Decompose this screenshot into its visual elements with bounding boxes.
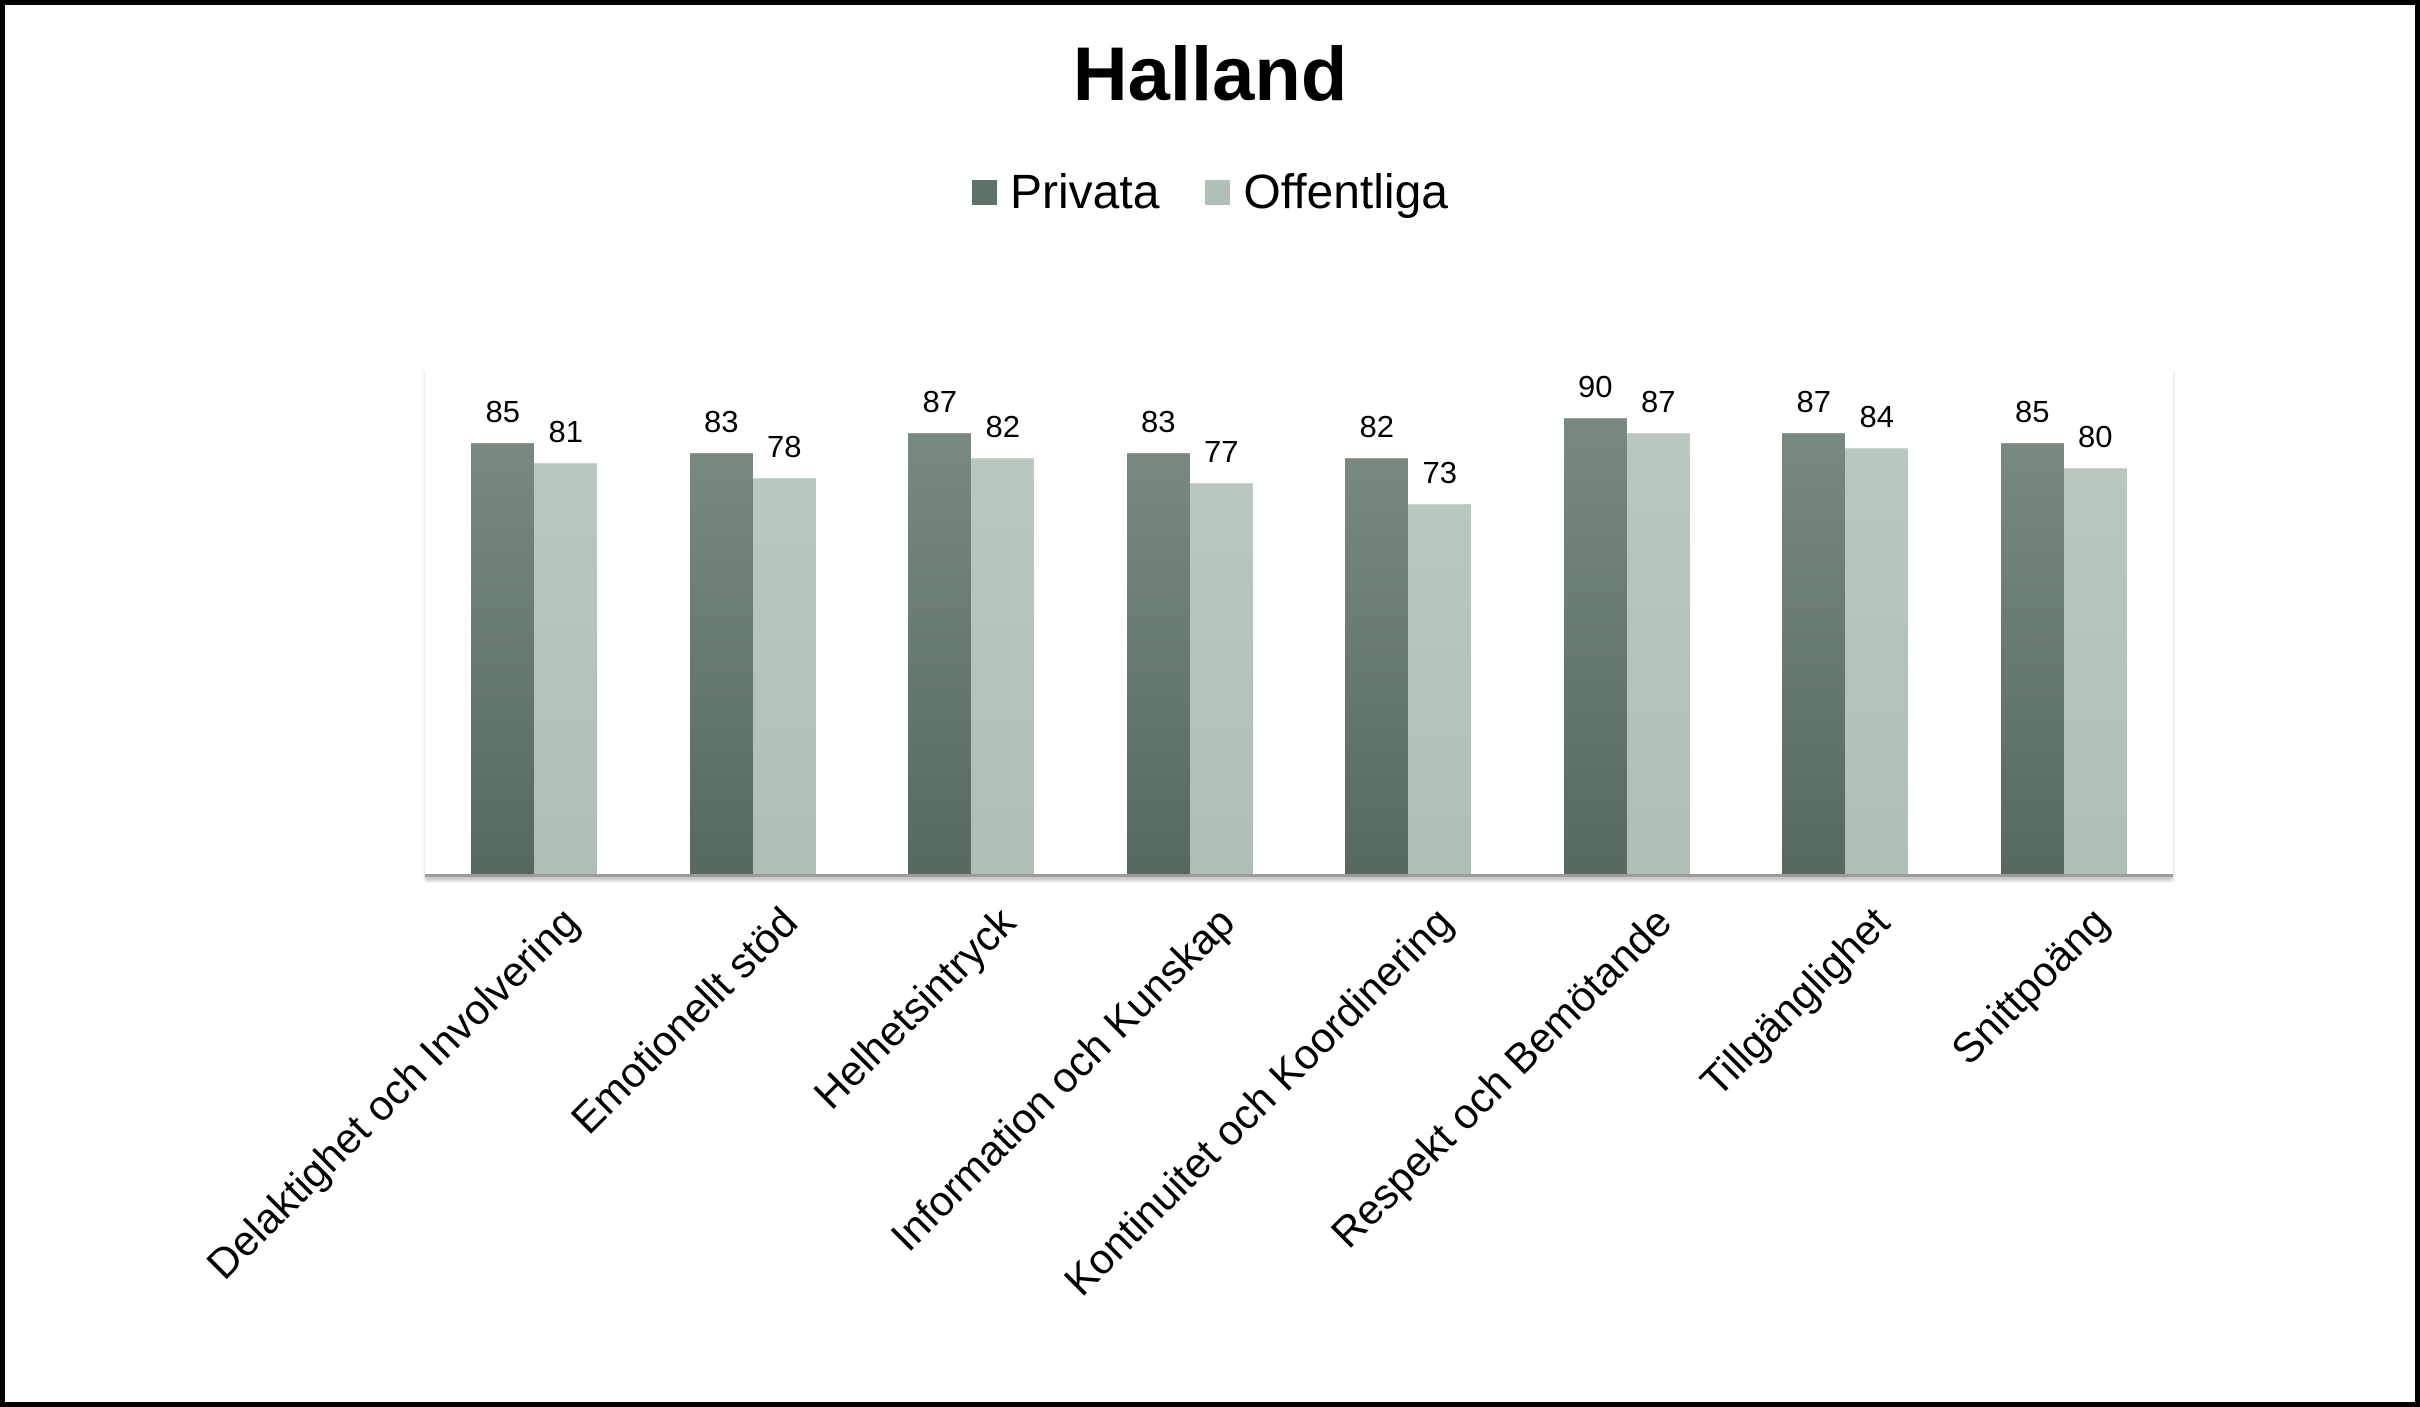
bar-group: 83 77 [1081, 368, 1300, 874]
bar-column-offentliga: 84 [1845, 368, 1909, 874]
data-label: 85 [485, 393, 520, 429]
legend-label: Offentliga [1243, 166, 1448, 219]
bar-privata [1345, 458, 1409, 874]
bar-offentliga [534, 463, 598, 874]
data-label: 83 [1141, 404, 1176, 440]
bar-offentliga [1626, 432, 1690, 874]
legend: Privata Offentliga [5, 165, 2415, 220]
data-label: 83 [704, 404, 739, 440]
bar-privata [1563, 417, 1627, 874]
bar-privata [471, 442, 535, 874]
data-label: 73 [1422, 454, 1457, 490]
bar-offentliga [1189, 483, 1253, 874]
bar-column-offentliga: 80 [2063, 368, 2127, 874]
data-label: 82 [1359, 409, 1394, 445]
bar-column-offentliga: 81 [534, 368, 598, 874]
bar-column-privata: 87 [908, 368, 972, 874]
bar-column-offentliga: 73 [1408, 368, 1472, 874]
legend-label: Privata [1010, 166, 1160, 219]
bar-group: 90 87 [1518, 368, 1737, 874]
data-label: 80 [2078, 419, 2113, 455]
bar-column-privata: 90 [1563, 368, 1627, 874]
bar-column-offentliga: 82 [971, 368, 1035, 874]
bar-column-privata: 85 [471, 368, 535, 874]
data-label: 90 [1578, 368, 1613, 404]
data-label: 87 [1641, 383, 1676, 419]
bar-column-privata: 82 [1345, 368, 1409, 874]
data-label: 81 [548, 414, 583, 450]
data-label: 87 [922, 383, 957, 419]
data-label: 85 [2015, 393, 2050, 429]
bar-column-privata: 87 [1782, 368, 1846, 874]
category-label: Delaktighet och Involvering [197, 898, 588, 1288]
bar-group: 87 82 [862, 368, 1081, 874]
data-label: 82 [985, 409, 1020, 445]
bar-column-privata: 85 [2000, 368, 2064, 874]
bar-column-privata: 83 [689, 368, 753, 874]
data-label: 84 [1859, 398, 1894, 434]
bar-offentliga [752, 478, 816, 874]
legend-item-privata: Privata [972, 165, 1159, 220]
bar-column-privata: 83 [1126, 368, 1190, 874]
bar-offentliga [1408, 503, 1472, 874]
category-label: Snittpoäng [1941, 898, 2117, 1074]
bar-privata [689, 453, 753, 874]
bar-group: 83 78 [644, 368, 863, 874]
legend-item-offentliga: Offentliga [1205, 165, 1448, 220]
chart-title: Halland [1072, 32, 1348, 117]
bar-offentliga [971, 458, 1035, 874]
category-label: Kontinuitet och Koordinering [1055, 898, 1462, 1305]
data-label: 78 [767, 429, 802, 465]
data-label: 87 [1796, 383, 1831, 419]
bar-privata [908, 432, 972, 874]
bar-offentliga [2063, 468, 2127, 874]
bar-offentliga [1845, 447, 1909, 874]
legend-swatch-icon [1205, 180, 1231, 205]
bar-group: 87 84 [1736, 368, 1955, 874]
category-label: Tillgänglighet [1691, 898, 1899, 1106]
bar-privata [2000, 442, 2064, 874]
bar-privata [1126, 453, 1190, 874]
bar-group: 85 81 [425, 368, 644, 874]
plot-area: 85 81 83 78 87 82 83 77 82 73 90 87 87 84 85 80 [425, 368, 2173, 877]
category-label: Helhetsintryck [804, 898, 1025, 1118]
bar-column-offentliga: 78 [752, 368, 816, 874]
bar-group: 85 80 [1955, 368, 2174, 874]
bar-group: 82 73 [1299, 368, 1518, 874]
bar-column-offentliga: 87 [1626, 368, 1690, 874]
bar-privata [1782, 432, 1846, 874]
category-label: Emotionellt stöd [561, 898, 806, 1143]
legend-swatch-icon [972, 180, 997, 205]
bar-column-offentliga: 77 [1189, 368, 1253, 874]
data-label: 77 [1204, 434, 1239, 470]
